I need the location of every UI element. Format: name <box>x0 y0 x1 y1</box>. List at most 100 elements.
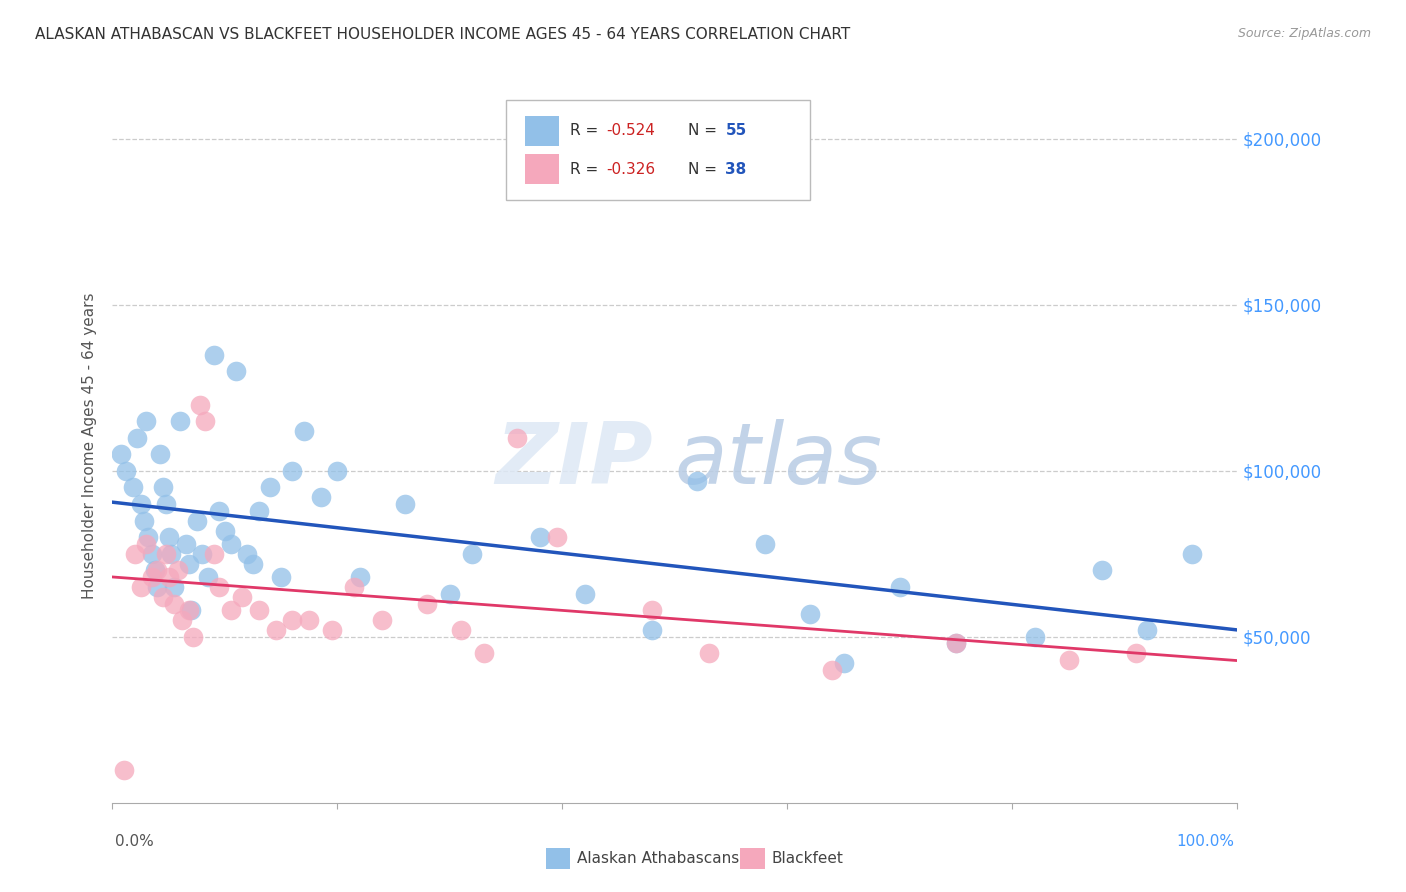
Point <box>281 613 304 627</box>
Text: Alaskan Athabascans: Alaskan Athabascans <box>576 851 740 866</box>
Point <box>186 514 208 528</box>
Point <box>1181 547 1204 561</box>
Point <box>264 624 287 638</box>
Text: R =: R = <box>571 123 603 138</box>
Point <box>132 514 155 528</box>
Point <box>472 647 495 661</box>
Text: R =: R = <box>571 161 603 177</box>
Point <box>343 580 366 594</box>
Point <box>177 603 200 617</box>
Point <box>292 424 315 438</box>
Point <box>163 597 186 611</box>
Text: atlas: atlas <box>675 418 883 502</box>
Point <box>208 504 231 518</box>
Point <box>1091 564 1114 578</box>
Point <box>1136 624 1159 638</box>
Point <box>160 547 183 561</box>
Point <box>127 431 149 445</box>
Text: Blackfeet: Blackfeet <box>772 851 844 866</box>
Point <box>889 580 911 594</box>
Point <box>135 414 157 428</box>
Point <box>242 557 264 571</box>
Point <box>439 587 461 601</box>
Point <box>152 590 174 604</box>
Text: 38: 38 <box>725 161 747 177</box>
Text: Source: ZipAtlas.com: Source: ZipAtlas.com <box>1237 27 1371 40</box>
Point <box>247 603 270 617</box>
Point <box>141 547 163 561</box>
Point <box>124 547 146 561</box>
Point <box>686 474 709 488</box>
Point <box>149 447 172 461</box>
Text: N =: N = <box>689 123 723 138</box>
Point <box>157 530 180 544</box>
Point <box>177 557 200 571</box>
Point <box>219 603 242 617</box>
Y-axis label: Householder Income Ages 45 - 64 years: Householder Income Ages 45 - 64 years <box>82 293 97 599</box>
Point <box>321 624 343 638</box>
Point <box>641 603 664 617</box>
Point <box>180 603 202 617</box>
Point <box>450 624 472 638</box>
Point <box>157 570 180 584</box>
Text: N =: N = <box>689 161 723 177</box>
Point <box>214 524 236 538</box>
Point <box>799 607 821 621</box>
Point <box>163 580 186 594</box>
Text: -0.326: -0.326 <box>606 161 655 177</box>
Point <box>641 624 664 638</box>
Point <box>945 636 967 650</box>
Point <box>298 613 321 627</box>
Point <box>115 464 138 478</box>
Point <box>110 447 132 461</box>
FancyBboxPatch shape <box>546 847 571 869</box>
Point <box>461 547 484 561</box>
Point <box>174 537 197 551</box>
FancyBboxPatch shape <box>526 116 560 145</box>
Point <box>219 537 242 551</box>
Text: ZIP: ZIP <box>495 418 652 502</box>
Point <box>574 587 596 601</box>
Text: 55: 55 <box>725 123 747 138</box>
Point <box>112 763 135 777</box>
Point <box>121 481 143 495</box>
Point <box>832 657 855 671</box>
Point <box>529 530 551 544</box>
Point <box>191 547 214 561</box>
Point <box>143 564 166 578</box>
Point <box>129 580 152 594</box>
Point <box>546 530 568 544</box>
Point <box>309 491 332 505</box>
Point <box>183 630 205 644</box>
Point <box>231 590 253 604</box>
Point <box>281 464 304 478</box>
Point <box>155 547 177 561</box>
FancyBboxPatch shape <box>526 154 560 184</box>
Point <box>236 547 259 561</box>
Point <box>371 613 394 627</box>
Point <box>166 564 188 578</box>
Point <box>208 580 231 594</box>
Point <box>169 414 191 428</box>
Point <box>945 636 967 650</box>
FancyBboxPatch shape <box>506 100 810 200</box>
Point <box>259 481 281 495</box>
Point <box>202 348 225 362</box>
Point <box>146 580 169 594</box>
Point <box>506 431 529 445</box>
Text: -0.524: -0.524 <box>606 123 655 138</box>
Point <box>152 481 174 495</box>
Point <box>155 497 177 511</box>
Point <box>188 397 211 411</box>
Text: 0.0%: 0.0% <box>115 834 155 849</box>
Point <box>138 530 160 544</box>
Text: ALASKAN ATHABASCAN VS BLACKFEET HOUSEHOLDER INCOME AGES 45 - 64 YEARS CORRELATIO: ALASKAN ATHABASCAN VS BLACKFEET HOUSEHOL… <box>35 27 851 42</box>
Point <box>135 537 157 551</box>
Point <box>202 547 225 561</box>
Point <box>172 613 194 627</box>
Point <box>821 663 844 677</box>
Point <box>1024 630 1046 644</box>
Point <box>1125 647 1147 661</box>
Point <box>141 570 163 584</box>
Point <box>197 570 219 584</box>
